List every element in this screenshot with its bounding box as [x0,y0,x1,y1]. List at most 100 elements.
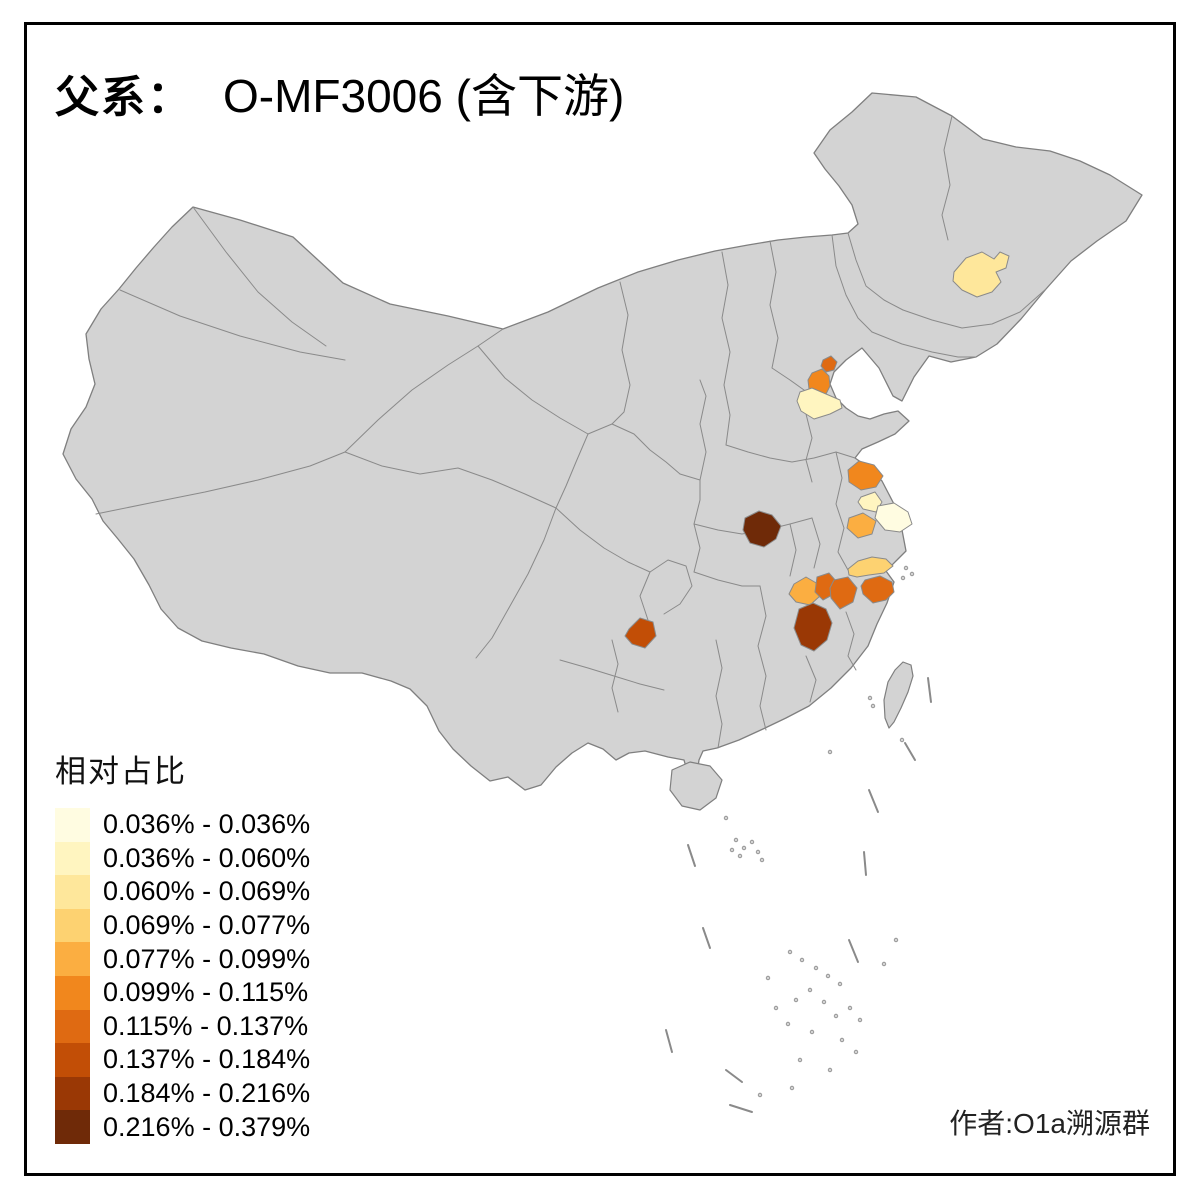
island-dot [853,1049,859,1055]
island-dot [825,973,831,979]
island-dot [757,1092,763,1098]
sea-boundary-dash [729,1104,753,1113]
province-border-line [871,331,977,358]
legend-label: 0.060% - 0.069% [103,876,311,907]
province-border-line [941,115,953,241]
legend-row: 0.036% - 0.060% [55,841,311,876]
legend-row: 0.137% - 0.184% [55,1043,310,1077]
province-border-line [192,206,327,347]
legend-swatch [55,1043,90,1077]
province-border-line [555,433,589,509]
province-border-line [119,289,346,361]
sea-boundary-dash [904,742,916,761]
sea-boundary-dash [927,677,932,703]
island-dot [759,857,765,863]
province-border-line [805,413,813,483]
legend-row: 0.036% - 0.036% [55,808,310,842]
island-dot [749,839,755,845]
region-north-jiangsu [847,460,884,491]
legend-swatch [55,975,90,1010]
region-hebei-pale [796,387,843,420]
province-border-line [902,288,1047,329]
legend-row: 0.184% - 0.216% [55,1076,311,1111]
province-border-line [679,473,701,573]
region-beijing-small [820,355,838,373]
island-dot [857,1017,863,1023]
island-dot [909,571,915,577]
province-border-line [847,232,904,311]
province-borders [95,115,1047,749]
legend-swatch [55,841,90,876]
province-border-line [344,328,504,453]
legend-rows: 0.036% - 0.036% 0.036% - 0.060% 0.060% - 0… [55,808,310,1144]
province-border-line [559,659,665,691]
island-dot [741,845,747,851]
province-border-line [721,251,731,446]
region-mid-zhejiang [860,575,895,604]
island-dot [839,1037,845,1043]
legend-label: 0.036% - 0.060% [103,842,311,873]
province-border-line [693,571,761,587]
sea-islands-and-dashes [665,565,932,1113]
island-dot [900,575,906,581]
legend-row: 0.077% - 0.099% [55,942,310,976]
china-landmass [62,92,1143,811]
taiwan-island [883,661,914,729]
province-border-line [477,345,589,435]
title-prefix: 父系： [55,73,193,122]
province-border-line [831,234,873,333]
legend-label: 0.137% - 0.184% [103,1044,311,1075]
legend-swatch [55,942,90,976]
legend-title: 相对占比 [55,754,187,789]
island-dot [723,815,729,821]
province-border-line [811,517,821,569]
island-dot [813,965,819,971]
province-border-line [805,655,817,703]
legend-row: 0.099% - 0.115% [55,975,310,1010]
province-border-line [587,423,681,475]
island-dot [809,1029,815,1035]
region-south-jiangsu [846,512,877,539]
region-anhui-west [788,576,821,606]
page-title: 父系： O-MF3006 (含下游) [55,60,624,126]
region-north-zhejiang [847,556,894,578]
island-dot [870,703,876,709]
region-harbin-area [952,251,1010,298]
province-border-line [475,507,557,659]
province-border-line [699,379,707,481]
sea-boundary-dash [868,789,879,813]
legend-label: 0.069% - 0.077% [103,910,311,941]
legend-row: 0.216% - 0.379% [55,1110,310,1144]
region-hubei-dark [742,510,782,548]
legend-swatch [55,875,90,909]
mainland-outline [62,92,1143,791]
island-dot [867,695,873,701]
region-east-jiangsu-cream [874,502,913,533]
hainan-island [669,761,723,811]
province-border-line [555,507,651,573]
island-dot [807,987,813,993]
legend-row: 0.060% - 0.069% [55,875,310,909]
legend-label: 0.099% - 0.115% [103,977,309,1008]
region-northeast-jiangxi [793,602,833,652]
province-border-line [757,585,767,731]
author-credit: 作者:O1a溯源群 [949,1108,1150,1139]
title-haplogroup: O-MF3006 (含下游) [223,70,625,122]
island-dot [733,837,739,843]
legend-swatch [55,908,90,943]
province-border-line [769,240,805,391]
legend: 相对占比 0.036% - 0.036% 0.036% - 0.060% 0.060… [55,746,310,1144]
island-dot [793,997,799,1003]
island-dot [789,1085,795,1091]
legend-swatch [55,808,90,842]
province-border-line [715,639,723,749]
province-border-line [344,451,557,509]
legend-label: 0.184% - 0.216% [103,1078,311,1109]
legend-swatch [55,1110,90,1144]
legend-swatch [55,1076,90,1111]
island-dot [837,981,843,987]
sea-boundary-dash [665,1029,673,1053]
island-dot [903,565,909,571]
